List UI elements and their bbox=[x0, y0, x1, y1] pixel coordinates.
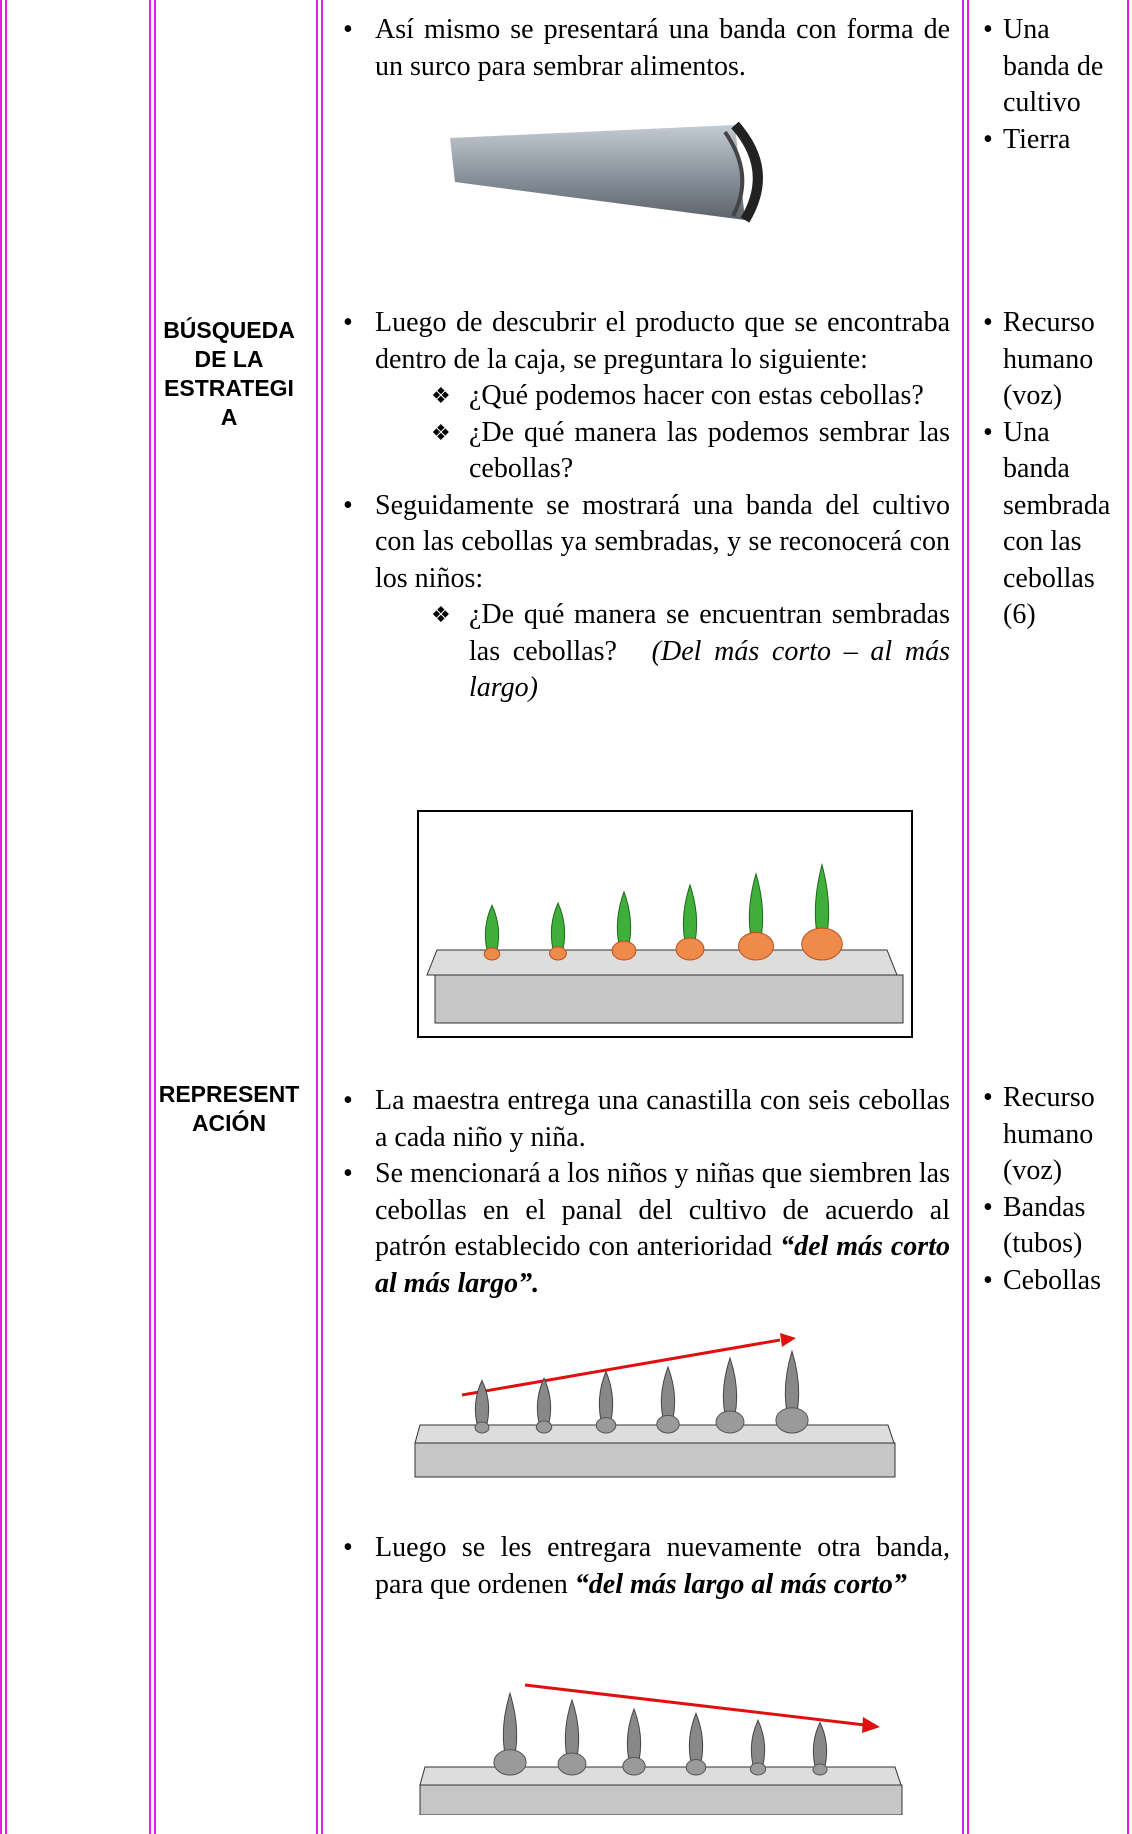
resource: Recurso humano (voz) bbox=[983, 305, 1120, 415]
representation-text: La maestra entrega una canastilla con se… bbox=[343, 1083, 950, 1302]
border bbox=[0, 0, 2, 1834]
border bbox=[321, 0, 323, 1834]
stage-label: REPRESENTACIÓN bbox=[158, 1081, 300, 1136]
pipe-image bbox=[450, 121, 763, 223]
onion bbox=[715, 1356, 745, 1434]
resource: Bandas (tubos) bbox=[983, 1190, 1120, 1263]
border bbox=[967, 0, 969, 1834]
stage-label: BÚSQUEDA DE LA ESTRATEGIA bbox=[163, 317, 295, 430]
onion bbox=[675, 883, 705, 961]
onion bbox=[493, 1691, 527, 1776]
intro-text: Así mismo se presentará una banda con fo… bbox=[343, 12, 950, 85]
search-text: Luego de descubrir el producto que se en… bbox=[343, 305, 951, 707]
onion bbox=[535, 1377, 553, 1434]
resource: Recurso humano (voz) bbox=[983, 1080, 1120, 1190]
bullet: La maestra entrega una canastilla con se… bbox=[343, 1083, 950, 1156]
resource: Tierra bbox=[983, 122, 1120, 159]
border bbox=[149, 0, 151, 1834]
onion-image bbox=[419, 1683, 903, 1815]
resource: Una banda sembrada con las cebollas (6) bbox=[983, 415, 1120, 634]
onion bbox=[749, 1719, 767, 1776]
representation-resources: Recurso humano (voz) Bandas (tubos) Cebo… bbox=[983, 1080, 1120, 1300]
onion bbox=[656, 1365, 680, 1434]
bullet: Así mismo se presentará una banda con fo… bbox=[343, 12, 950, 85]
bullet: Luego se les entregara nuevamente otra b… bbox=[343, 1530, 950, 1603]
resource: Cebollas bbox=[983, 1263, 1120, 1300]
onion bbox=[622, 1707, 646, 1776]
bullet: Se mencionará a los niños y niñas que si… bbox=[343, 1156, 950, 1302]
question-text: ¿De qué manera se encuentran sembradas l… bbox=[469, 599, 950, 667]
onion-image bbox=[414, 1333, 896, 1478]
border bbox=[316, 0, 318, 1834]
note: (Del más corto – al más largo) bbox=[469, 635, 951, 704]
onion bbox=[557, 1698, 587, 1776]
question: ¿De qué manera las podemos sembrar las c… bbox=[431, 415, 950, 488]
representation-text-2: Luego se les entregara nuevamente otra b… bbox=[343, 1530, 950, 1603]
onion bbox=[483, 904, 501, 961]
emphasis: “del más largo al más corto” bbox=[574, 1568, 907, 1600]
question: ¿De qué manera se encuentran sembradas l… bbox=[431, 597, 951, 707]
onion bbox=[611, 890, 637, 961]
emphasis: “del más corto al más largo”. bbox=[375, 1231, 950, 1299]
bullet: Luego de descubrir el producto que se en… bbox=[343, 305, 950, 378]
onion bbox=[595, 1370, 617, 1434]
onion bbox=[685, 1712, 707, 1776]
resource: Una banda de cultivo bbox=[983, 12, 1120, 122]
border bbox=[5, 0, 7, 1834]
intro-resources: Una banda de cultivo Tierra bbox=[983, 12, 1120, 159]
onion bbox=[549, 901, 567, 961]
search-resources: Recurso humano (voz) Una banda sembrada … bbox=[983, 305, 1120, 634]
border bbox=[154, 0, 156, 1834]
onion bbox=[775, 1349, 809, 1434]
border bbox=[1127, 0, 1129, 1834]
onion-image bbox=[417, 810, 913, 1038]
onion bbox=[474, 1379, 490, 1434]
onion bbox=[812, 1721, 828, 1776]
border bbox=[962, 0, 964, 1834]
bullet-text: Luego se les entregara nuevamente otra b… bbox=[375, 1532, 950, 1600]
onion bbox=[738, 871, 774, 961]
onion bbox=[801, 862, 843, 961]
bullet: Seguidamente se mostrará una banda del c… bbox=[343, 488, 950, 598]
bullet-text: Se mencionará a los niños y niñas que si… bbox=[375, 1158, 950, 1262]
question: ¿Qué podemos hacer con estas cebollas? bbox=[431, 378, 950, 415]
